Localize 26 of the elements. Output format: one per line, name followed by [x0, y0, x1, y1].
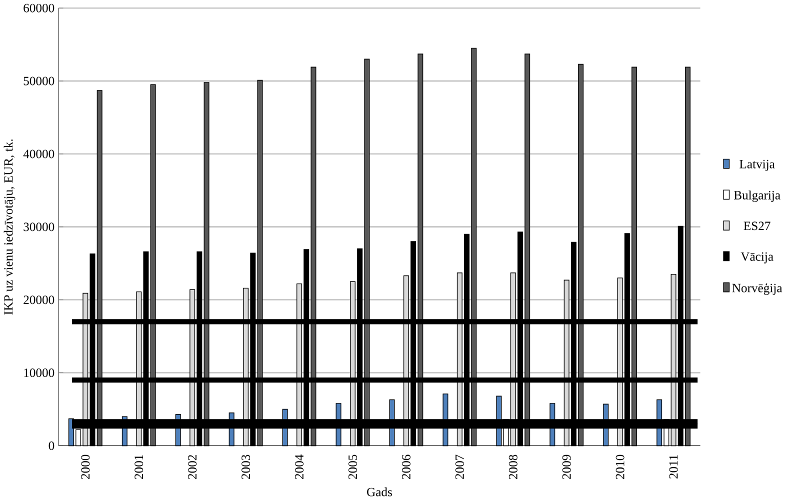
legend-label: ES27: [744, 222, 770, 230]
y-axis-title: IKP uz vienu iedzīvotāju, EUR, tk.: [4, 139, 16, 315]
y-tick-label: 20000: [24, 296, 54, 304]
x-tick-label: 2000: [81, 454, 90, 479]
x-tick-label: 2002: [188, 455, 197, 479]
y-tick-label: 40000: [23, 150, 54, 158]
legend-label: Bulgarija: [734, 190, 780, 202]
y-tick-label: 10000: [24, 368, 54, 377]
y-tick-label: 50000: [24, 76, 54, 86]
x-tick-label: 2009: [562, 454, 571, 479]
y-tick-label: 0: [48, 441, 54, 450]
x-tick-label: 2010: [616, 454, 624, 479]
x-tick-label: 2011: [669, 455, 678, 478]
x-tick-label: 2004: [295, 454, 304, 479]
x-tick-label: 2007: [455, 454, 464, 479]
x-tick-label: 2008: [508, 454, 518, 479]
legend-label: Norvēģija: [732, 282, 782, 295]
x-tick-label: 2005: [348, 454, 357, 479]
x-tick-label: 2006: [402, 454, 410, 479]
legend-label: Latvija: [740, 160, 775, 171]
x-tick-label: 2001: [134, 455, 144, 479]
y-tick-label: 30000: [24, 222, 54, 232]
legend-label: Vācija: [740, 252, 774, 264]
x-tick-label: 2003: [242, 454, 250, 479]
x-axis-title: Gads: [367, 487, 392, 496]
y-tick-label: 60000: [24, 4, 54, 12]
